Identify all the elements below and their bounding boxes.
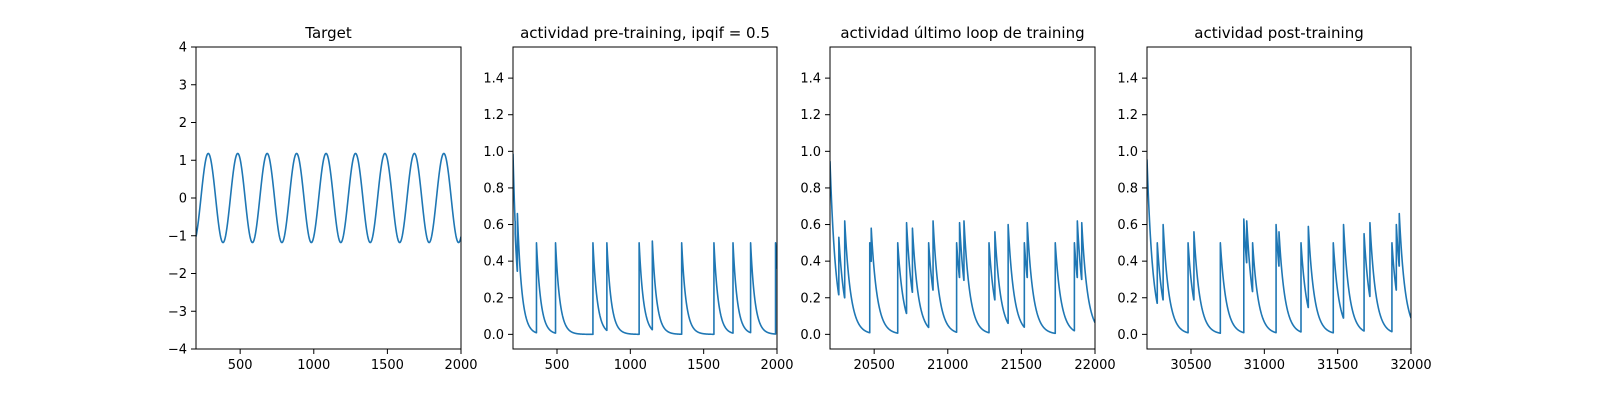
y-tick-label: 4 bbox=[179, 41, 187, 56]
y-tick-label: 0.2 bbox=[800, 291, 821, 306]
chart-panel-2: actividad pre-training, ipqif = 0.5 500 10… bbox=[483, 24, 793, 373]
y-tick-label: 1.2 bbox=[1117, 108, 1138, 123]
x-tick-label: 22000 bbox=[1074, 358, 1115, 373]
chart-title: actividad último loop de training bbox=[840, 24, 1084, 42]
chart-title: actividad post-training bbox=[1194, 24, 1363, 42]
x-tick-label: 32000 bbox=[1390, 358, 1431, 373]
y-tick-label: 0.8 bbox=[1117, 181, 1138, 196]
x-tick-label: 1500 bbox=[371, 358, 404, 373]
x-tick-label: 21500 bbox=[1001, 358, 1042, 373]
series-line-1 bbox=[196, 152, 461, 244]
y-tick-label: 0.4 bbox=[1117, 255, 1138, 270]
x-tick-label: 1000 bbox=[614, 358, 647, 373]
chart-panel-3: actividad último loop de training 20500 21… bbox=[800, 24, 1115, 373]
y-tick-label: 1 bbox=[179, 154, 187, 169]
axes-frame bbox=[1146, 46, 1412, 350]
y-tick-label: 1.0 bbox=[1117, 145, 1138, 160]
y-tick-label: 1.4 bbox=[1117, 72, 1138, 87]
series-line-1 bbox=[1147, 159, 1411, 334]
y-tick-label: 0.6 bbox=[483, 218, 504, 233]
x-tick-label: 2000 bbox=[444, 358, 477, 373]
axes-frame bbox=[829, 46, 1096, 350]
series-line-1 bbox=[513, 153, 777, 336]
y-tick-label: 0.0 bbox=[800, 328, 821, 343]
x-tick-label: 500 bbox=[228, 358, 253, 373]
chart-panel-4: actividad post-training 30500 31000 31500 32… bbox=[1117, 24, 1431, 373]
chart-panel-1: Target 500 1000 1500 2000 −4 −3 −2 −1 0 1 2 3 4 bbox=[168, 24, 478, 373]
x-tick-label: 31000 bbox=[1244, 358, 1285, 373]
y-tick-label: 1.2 bbox=[800, 108, 821, 123]
y-tick-label: 1.4 bbox=[800, 72, 821, 87]
y-tick-label: 0.8 bbox=[800, 181, 821, 196]
y-tick-label: 0.0 bbox=[1117, 328, 1138, 343]
y-tick-label: 0.0 bbox=[483, 328, 504, 343]
y-tick-label: 1.4 bbox=[483, 72, 504, 87]
y-tick-label: 2 bbox=[179, 116, 187, 131]
y-tick-label: 0.2 bbox=[1117, 291, 1138, 306]
y-tick-label: 0.4 bbox=[800, 255, 821, 270]
chart-title: actividad pre-training, ipqif = 0.5 bbox=[520, 24, 770, 42]
y-tick-label: 1.2 bbox=[483, 108, 504, 123]
y-tick-label: 0.2 bbox=[483, 291, 504, 306]
y-tick-label: 0.4 bbox=[483, 255, 504, 270]
y-tick-label: 0 bbox=[179, 192, 187, 207]
y-tick-label: −2 bbox=[168, 267, 187, 282]
x-tick-label: 2000 bbox=[760, 358, 793, 373]
y-tick-label: −3 bbox=[168, 305, 187, 320]
x-tick-label: 1000 bbox=[297, 358, 330, 373]
y-tick-label: 0.6 bbox=[1117, 218, 1138, 233]
y-tick-label: 0.6 bbox=[800, 218, 821, 233]
x-tick-label: 31500 bbox=[1317, 358, 1358, 373]
y-tick-label: 0.8 bbox=[483, 181, 504, 196]
x-tick-label: 500 bbox=[545, 358, 570, 373]
x-tick-label: 20500 bbox=[853, 358, 894, 373]
y-tick-label: −1 bbox=[168, 229, 187, 244]
series-line-1 bbox=[830, 161, 1095, 335]
x-tick-label: 1500 bbox=[687, 358, 720, 373]
axes-frame bbox=[512, 46, 778, 350]
y-tick-label: 1.0 bbox=[483, 145, 504, 160]
y-tick-label: −4 bbox=[168, 343, 187, 358]
y-tick-label: 1.0 bbox=[800, 145, 821, 160]
x-tick-label: 30500 bbox=[1170, 358, 1211, 373]
chart-title: Target bbox=[304, 24, 352, 42]
x-tick-label: 21000 bbox=[927, 358, 968, 373]
y-tick-label: 3 bbox=[179, 78, 187, 93]
